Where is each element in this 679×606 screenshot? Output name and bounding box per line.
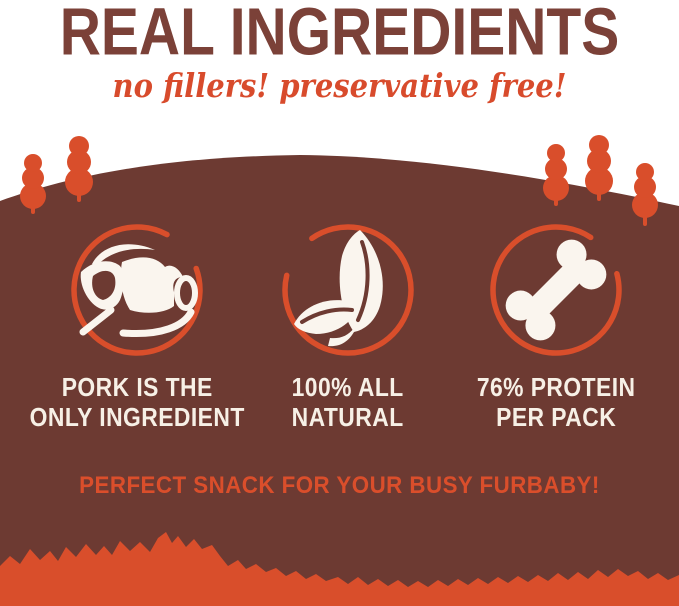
mountain-ridge [0, 532, 679, 606]
feature-label-line: 76% PROTEIN [476, 372, 636, 402]
circle-outline-icon [71, 224, 203, 356]
feature-label-line: NATURAL [292, 402, 404, 432]
page-title: REAL INGREDIENTS [59, 0, 620, 69]
feature-label-line: ONLY INGREDIENT [29, 402, 245, 432]
tagline-text: PERFECT SNACK FOR YOUR BUSY FURBABY! [79, 472, 600, 499]
feature-label: 76% PROTEIN PER PACK [477, 372, 636, 432]
page-subtitle: no fillers! preservative free! [112, 66, 567, 105]
tree-icon [20, 154, 46, 214]
feature-label-line: PORK IS THE [61, 372, 213, 402]
tree-icon [632, 163, 658, 226]
feature-label: 100% ALL NATURAL [292, 372, 404, 432]
feature-label-line: 100% ALL [291, 372, 405, 402]
tree-icon [585, 135, 613, 201]
pig-icon [71, 224, 203, 356]
leaf-icon [282, 224, 414, 356]
tree-icon [543, 144, 569, 206]
circle-outline-icon [490, 224, 622, 356]
tree-icon [65, 136, 93, 202]
feature-label-line: PER PACK [495, 402, 617, 432]
feature-protein: 76% PROTEIN PER PACK [446, 220, 666, 432]
feature-natural: 100% ALL NATURAL [238, 220, 458, 432]
feature-label: PORK IS THE ONLY INGREDIENT [29, 372, 244, 432]
bone-icon [490, 224, 622, 356]
feature-pork: PORK IS THE ONLY INGREDIENT [27, 220, 247, 432]
